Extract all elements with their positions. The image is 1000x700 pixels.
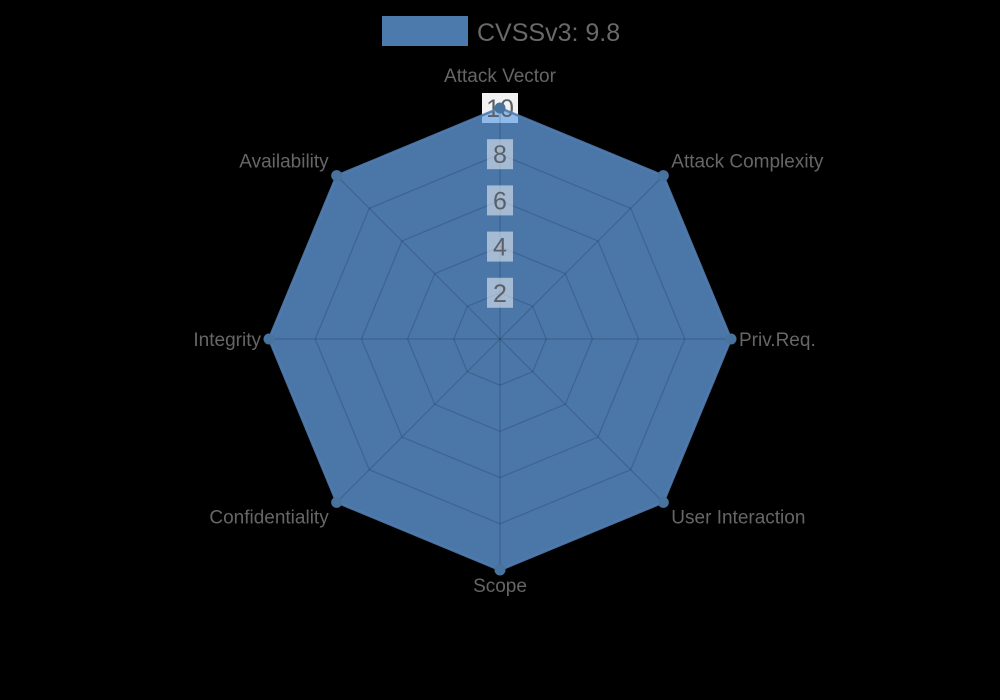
vertex-marker	[331, 170, 343, 182]
legend: CVSSv3: 9.8	[382, 16, 620, 47]
grid-ring	[453, 292, 547, 386]
grid-spoke	[336, 338, 501, 503]
vertex-marker	[263, 333, 275, 345]
axis-label-attack-complexity: Attack Complexity	[671, 152, 824, 173]
axis-label-availability: Availability	[239, 152, 329, 173]
tick-backdrop	[487, 185, 513, 216]
vertex-marker	[494, 102, 506, 114]
tick-backdrop	[487, 139, 513, 170]
axis-label-attack-vector: Attack Vector	[444, 66, 557, 87]
tick-backdrop	[487, 277, 513, 308]
grid-spoke	[499, 175, 664, 340]
vertex-marker	[657, 170, 669, 182]
tick-label: 6	[493, 187, 507, 215]
axis-label-integrity: Integrity	[193, 330, 261, 351]
axis-label-scope: Scope	[473, 576, 527, 597]
vertex-marker	[657, 496, 669, 508]
grid-spoke	[499, 338, 664, 503]
grid-ring	[360, 199, 640, 479]
grid-spoke	[336, 175, 501, 340]
legend-swatch[interactable]	[382, 16, 468, 46]
axis-label-user-interaction: User Interaction	[671, 507, 805, 528]
grid-ring	[314, 153, 686, 525]
tick-backdrop	[487, 231, 513, 262]
radar-fill	[269, 108, 731, 570]
legend-label[interactable]: CVSSv3: 9.8	[477, 19, 620, 47]
tick-label: 8	[493, 141, 507, 169]
tick-label: 4	[493, 234, 507, 262]
vertex-marker	[494, 564, 506, 576]
axis-label-confidentiality: Confidentiality	[209, 507, 329, 528]
grid-ring	[406, 245, 594, 433]
vertex-marker	[725, 333, 737, 345]
tick-label: 2	[493, 280, 507, 308]
vertex-marker	[331, 496, 343, 508]
axis-label-priv-req: Priv.Req.	[739, 330, 816, 351]
